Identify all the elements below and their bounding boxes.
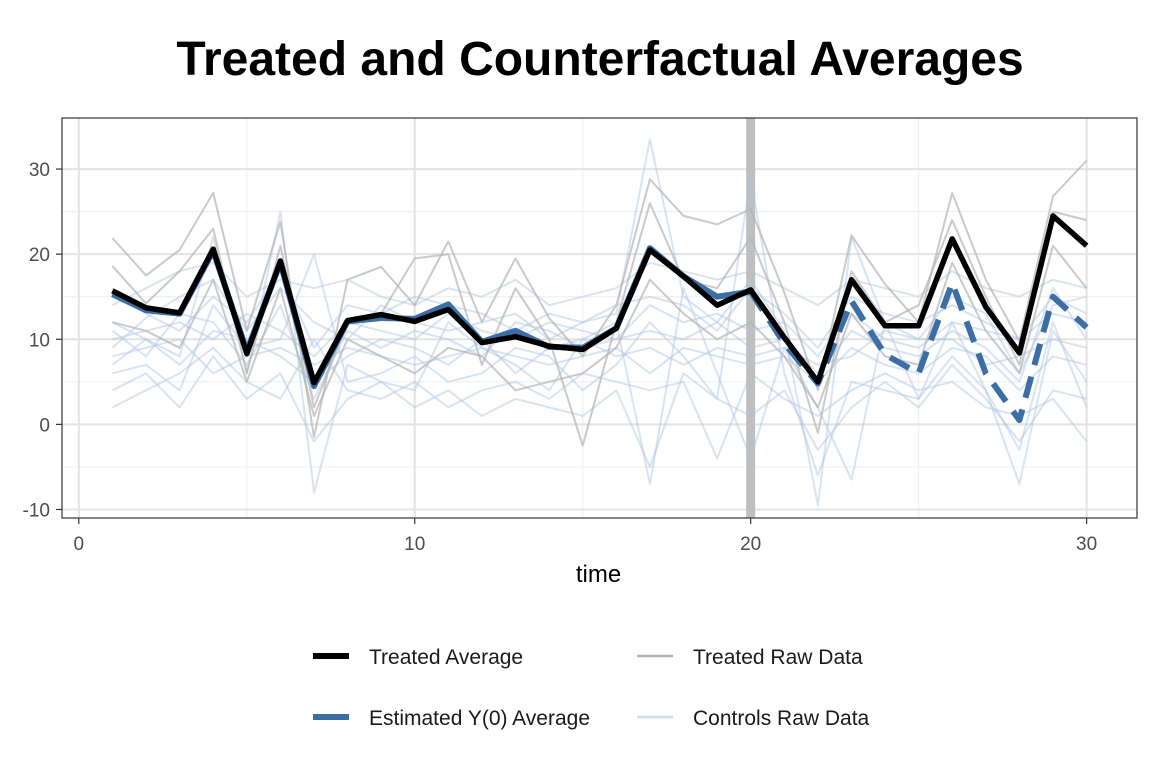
legend-label: Treated Average (369, 646, 523, 669)
treated-raw-line (111, 159, 1088, 439)
x-tick-label: 10 (404, 534, 425, 555)
y-tick-label: 20 (29, 245, 50, 266)
controls-raw-line (112, 338, 1087, 392)
y-tick-label: -10 (23, 500, 50, 521)
y-tick-label: 30 (29, 160, 50, 181)
treated-average-line (111, 213, 1089, 386)
y-tick-label: 10 (29, 330, 50, 351)
controls-raw-line (111, 355, 1087, 468)
average-series (111, 213, 1089, 424)
treated-raw-line (112, 244, 1088, 417)
x-tick-label: 30 (1076, 534, 1097, 555)
treated-raw-series (111, 159, 1088, 447)
axes: 0 10 20 30 -10 0 10 20 30 (23, 160, 1098, 555)
legend-label: Treated Raw Data (693, 646, 863, 669)
controls-raw-line (111, 338, 1088, 460)
treated-raw-line (111, 202, 1087, 447)
x-tick-label: 0 (74, 534, 85, 555)
x-axis-title: time (576, 561, 621, 588)
legend: Treated Average Treated Raw Data Estimated… (313, 646, 870, 730)
panel-border (61, 117, 1138, 519)
controls-raw-line (112, 176, 1088, 477)
y0-average-post-line (748, 280, 1089, 424)
legend-label: Estimated Y(0) Average (369, 707, 590, 730)
legend-label: Controls Raw Data (693, 707, 870, 730)
y-tick-label: 0 (39, 415, 50, 436)
chart-title: Treated and Counterfactual Averages (176, 33, 1024, 86)
x-tick-label: 20 (740, 534, 761, 555)
controls-raw-line (111, 138, 1087, 507)
controls-raw-line (111, 329, 1087, 383)
